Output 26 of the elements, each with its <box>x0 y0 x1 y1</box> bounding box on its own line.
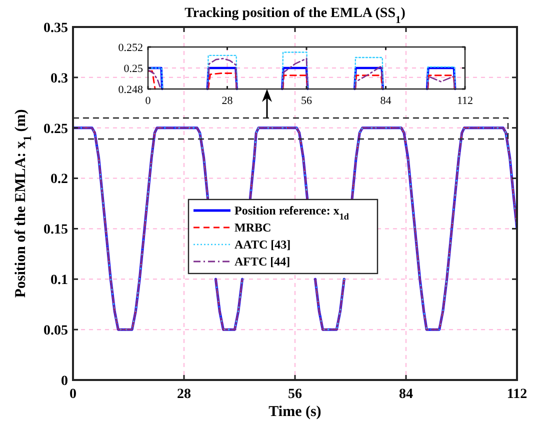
x-axis-title: Time (s) <box>268 404 322 420</box>
legend-label: AFTC [44] <box>234 254 290 269</box>
y-tick-label: 0.252 <box>118 42 143 54</box>
y-tick-label: 0.35 <box>44 20 68 36</box>
x-tick-label: 28 <box>222 95 234 107</box>
x-tick-label: 0 <box>145 95 152 107</box>
x-tick-label: 28 <box>177 387 191 402</box>
y-tick-label: 0.3 <box>50 71 68 86</box>
x-tick-label: 112 <box>456 95 474 107</box>
y-tick-label: 0.1 <box>50 273 68 288</box>
x-tick-label: 112 <box>506 387 528 402</box>
y-tick-label: 0.25 <box>44 122 68 137</box>
y-tick-label: 0 <box>61 374 68 389</box>
x-tick-label: 84 <box>380 95 392 107</box>
x-tick-label: 56 <box>288 387 302 402</box>
legend-label: Position reference: x$_{1d}$ <box>234 204 349 222</box>
chart-title: Tracking position of the EMLA (SS$_{1}$) <box>184 6 406 26</box>
legend-label: AATC [43] <box>234 238 291 252</box>
legend-label: MRBC <box>234 220 272 235</box>
y-tick-label: 0.248 <box>118 84 144 96</box>
y-tick-label: 0.25 <box>124 62 144 75</box>
x-tick-label: 84 <box>399 387 413 402</box>
y-tick-label: 0.05 <box>44 323 68 338</box>
y-tick-label: 0.15 <box>44 222 68 238</box>
y-tick-label: 0.2 <box>50 172 68 188</box>
x-tick-label: 56 <box>301 95 312 107</box>
